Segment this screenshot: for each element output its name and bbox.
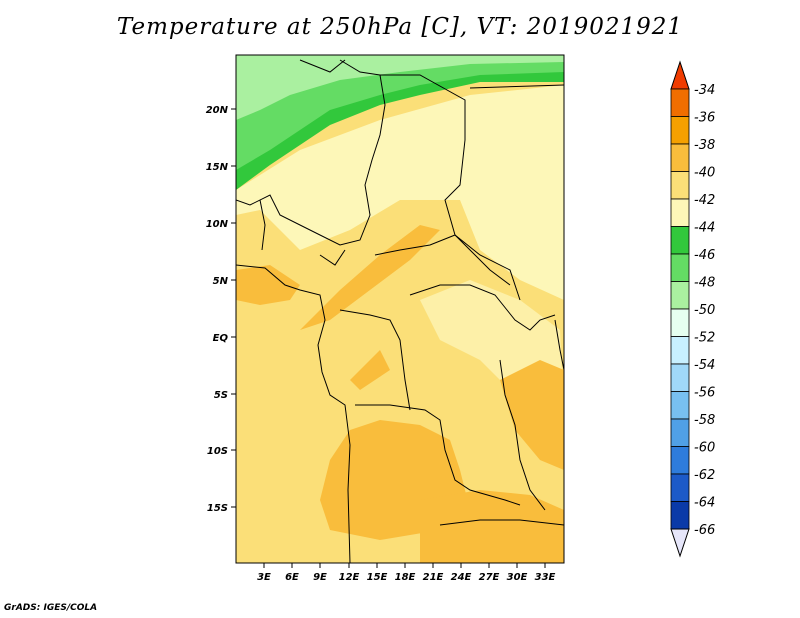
lat-label: 5S	[214, 390, 228, 401]
colorbar-swatch	[670, 446, 690, 475]
lon-label: 12E	[339, 572, 360, 583]
colorbar-label: -36	[694, 111, 715, 126]
credit-text: GrADS: IGES/COLA	[4, 603, 98, 613]
colorbar-label: -66	[694, 523, 715, 538]
colorbar-swatch	[670, 116, 690, 145]
colorbar-label: -60	[694, 441, 715, 456]
colorbar-label: -34	[694, 83, 715, 98]
lon-label: 30E	[507, 572, 528, 583]
lon-label: 33E	[535, 572, 556, 583]
colorbar-swatch	[670, 363, 690, 392]
lon-label: 27E	[479, 572, 500, 583]
colorbar-swatch	[670, 501, 690, 530]
longitude-axis: 3E 6E 9E 12E 15E 18E 21E 24E 27E 30E 33E	[257, 563, 556, 583]
colorbar-label: -38	[694, 138, 715, 153]
colorbar-label: -44	[694, 221, 715, 236]
lon-label: 24E	[451, 572, 472, 583]
temperature-field	[236, 55, 564, 563]
colorbar-label: -52	[694, 331, 715, 346]
colorbar-label: -42	[694, 193, 715, 208]
lon-label: 21E	[423, 572, 444, 583]
colorbar-label: -54	[694, 358, 715, 373]
colorbar-label: -40	[694, 166, 715, 181]
colorbar-swatch	[670, 418, 690, 447]
lat-label: 5N	[213, 276, 229, 287]
colorbar-swatch	[670, 336, 690, 365]
lat-label: 20N	[206, 105, 229, 116]
colorbar-swatch	[670, 391, 690, 420]
colorbar-swatch	[670, 473, 690, 502]
lon-label: 9E	[313, 572, 327, 583]
colorbar-label: -62	[694, 468, 715, 483]
colorbar-swatch	[670, 143, 690, 172]
colorbar-label: -50	[694, 303, 715, 318]
colorbar-top-arrow	[670, 60, 690, 90]
colorbar-label: -56	[694, 386, 715, 401]
lon-label: 15E	[367, 572, 388, 583]
colorbar-swatch	[670, 88, 690, 117]
colorbar-swatch	[670, 171, 690, 200]
lat-label: EQ	[213, 333, 229, 344]
colorbar-swatch	[670, 308, 690, 337]
colorbar-swatch	[670, 281, 690, 310]
country-borders	[236, 59, 564, 563]
colorbar-swatch	[670, 198, 690, 227]
map-frame-border	[235, 54, 565, 564]
colorbar-swatch	[670, 226, 690, 255]
map-title: Temperature at 250hPa [C], VT: 201902192…	[116, 14, 684, 40]
lat-label: 15S	[207, 503, 228, 514]
colorbar-label: -58	[694, 413, 715, 428]
colorbar-label: -48	[694, 276, 715, 291]
colorbar-label: -46	[694, 248, 715, 263]
lat-label: 15N	[206, 162, 229, 173]
lon-label: 6E	[285, 572, 299, 583]
colorbar-bottom-arrow	[670, 528, 690, 558]
latitude-axis: 20N 15N 10N 5N EQ 5S 10S 15S	[206, 105, 236, 514]
colorbar: -34 -36 -38 -40 -42 -44 -46 -48 -50 -52 …	[670, 60, 715, 558]
colorbar-label: -64	[694, 496, 715, 511]
lon-label: 3E	[257, 572, 271, 583]
colorbar-swatch	[670, 253, 690, 282]
lon-label: 18E	[395, 572, 416, 583]
lat-label: 10S	[207, 446, 228, 457]
lat-label: 10N	[206, 219, 229, 230]
